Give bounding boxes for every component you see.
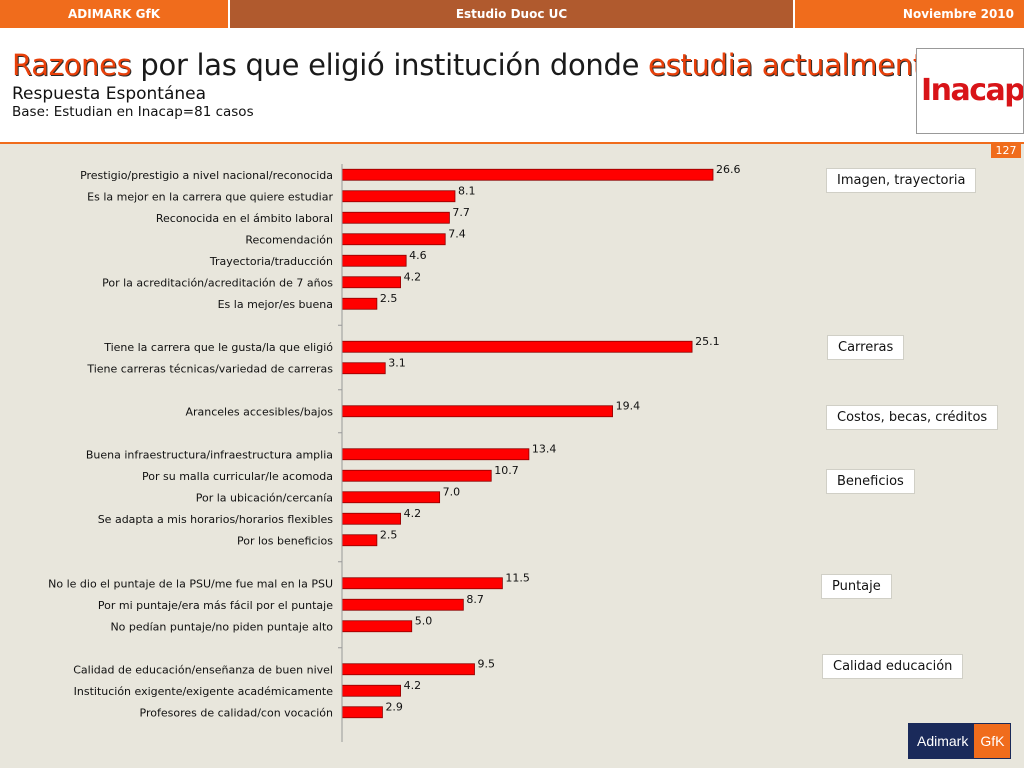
bar-label: Reconocida en el ámbito laboral (156, 212, 333, 225)
bar (341, 233, 446, 246)
bar (341, 577, 503, 590)
gfk-logo-text: GfK (974, 724, 1011, 758)
category-label-costos: Costos, becas, créditos (826, 405, 999, 430)
bar-label: Recomendación (245, 233, 333, 246)
bar-label: Por la ubicación/cercanía (196, 491, 333, 504)
bar-value-label: 10.7 (494, 464, 518, 477)
adimark-logo-text: Adimark (909, 724, 975, 758)
bar-value-label: 4.2 (404, 679, 422, 692)
bar-value-label: 25.1 (695, 335, 720, 348)
bar (341, 340, 693, 353)
bar-value-label: 4.2 (404, 507, 422, 520)
bar-value-label: 8.1 (458, 184, 476, 197)
bar (341, 190, 456, 203)
bar-value-label: 7.7 (452, 206, 470, 219)
bar (341, 168, 714, 181)
bar (341, 254, 407, 267)
bar-value-label: 2.5 (380, 292, 398, 305)
bar (341, 706, 383, 719)
bar (341, 276, 401, 289)
sample-base: Base: Estudian en Inacap=81 casos (12, 104, 254, 120)
bar-value-label: 26.6 (716, 163, 741, 176)
bar-label: No le dio el puntaje de la PSU/me fue ma… (48, 577, 333, 590)
bar-label: Prestigio/prestigio a nivel nacional/rec… (80, 169, 333, 182)
bar (341, 491, 441, 504)
topbar-company: ADIMARK GfK (0, 0, 230, 28)
bar (341, 512, 401, 525)
bar-label: Tiene carreras técnicas/variedad de carr… (86, 362, 333, 375)
bar-label: Calidad de educación/enseñanza de buen n… (73, 663, 333, 676)
category-label-carreras: Carreras (827, 335, 905, 360)
page-title: Razones por las que eligió institución d… (12, 48, 942, 82)
bar-label: Por mi puntaje/era más fácil por el punt… (98, 599, 333, 612)
category-label-calidad: Calidad educación (822, 654, 964, 679)
bar-label: Profesores de calidad/con vocación (140, 706, 333, 719)
inacap-logo-text: Inacap (921, 73, 1024, 108)
bar (341, 534, 378, 547)
bar-value-label: 11.5 (505, 571, 530, 584)
category-label-imagen: Imagen, trayectoria (826, 168, 977, 193)
bar-value-label: 7.0 (443, 485, 461, 498)
bar-value-label: 5.0 (415, 614, 433, 627)
topbar-study: Estudio Duoc UC (230, 0, 795, 28)
bar-value-label: 3.1 (388, 356, 406, 369)
bar-label: Por la acreditación/acreditación de 7 añ… (102, 276, 333, 289)
bar-chart: Prestigio/prestigio a nivel nacional/rec… (48, 163, 741, 742)
category-label-beneficios: Beneficios (826, 469, 915, 494)
bar-label: Aranceles accesibles/bajos (185, 405, 333, 418)
top-bar: ADIMARK GfK Estudio Duoc UC Noviembre 20… (0, 0, 1024, 28)
bar (341, 211, 450, 224)
bar-value-label: 13.4 (532, 442, 557, 455)
bar (341, 598, 464, 611)
bar-label: Institución exigente/exigente académicam… (74, 685, 334, 698)
bar-label: Tiene la carrera que le gusta/la que eli… (103, 341, 333, 354)
category-label-puntaje: Puntaje (821, 574, 892, 599)
bar (341, 405, 613, 418)
bar (341, 684, 401, 697)
topbar-date: Noviembre 2010 (795, 0, 1024, 28)
bar (341, 469, 492, 482)
bar-value-label: 2.9 (385, 700, 403, 713)
bar-value-label: 4.2 (404, 270, 422, 283)
bar-label: Trayectoria/traducción (209, 255, 333, 268)
bar (341, 620, 413, 633)
title-highlight-2: estudia actualmente (648, 48, 942, 82)
bar-label: Buena infraestructura/infraestructura am… (86, 448, 333, 461)
bar-label: Por su malla curricular/le acomoda (142, 470, 333, 483)
bar-value-label: 9.5 (478, 657, 496, 670)
bar-label: Se adapta a mis horarios/horarios flexib… (98, 513, 334, 526)
bar (341, 448, 530, 461)
bar (341, 297, 378, 310)
bar (341, 362, 386, 375)
bar-label: No pedían puntaje/no piden puntaje alto (110, 620, 333, 633)
bar-label: Es la mejor/es buena (218, 298, 333, 311)
bar-value-label: 7.4 (448, 227, 466, 240)
title-highlight-1: Razones (12, 48, 132, 82)
page-number: 127 (991, 144, 1021, 158)
bar-value-label: 19.4 (616, 399, 641, 412)
slide-header: Razones por las que eligió institución d… (0, 28, 1024, 144)
inacap-logo: Inacap (916, 48, 1024, 134)
bar-value-label: 2.5 (380, 528, 398, 541)
bar-label: Por los beneficios (237, 534, 333, 547)
page-subtitle: Respuesta Espontánea (12, 84, 207, 104)
adimark-gfk-logo: Adimark GfK (908, 723, 1012, 759)
bar-label: Es la mejor en la carrera que quiere est… (87, 190, 333, 203)
bar-value-label: 8.7 (466, 593, 484, 606)
bar (341, 663, 475, 676)
bar-value-label: 4.6 (409, 249, 427, 262)
title-middle: por las que eligió institución donde (131, 48, 649, 82)
